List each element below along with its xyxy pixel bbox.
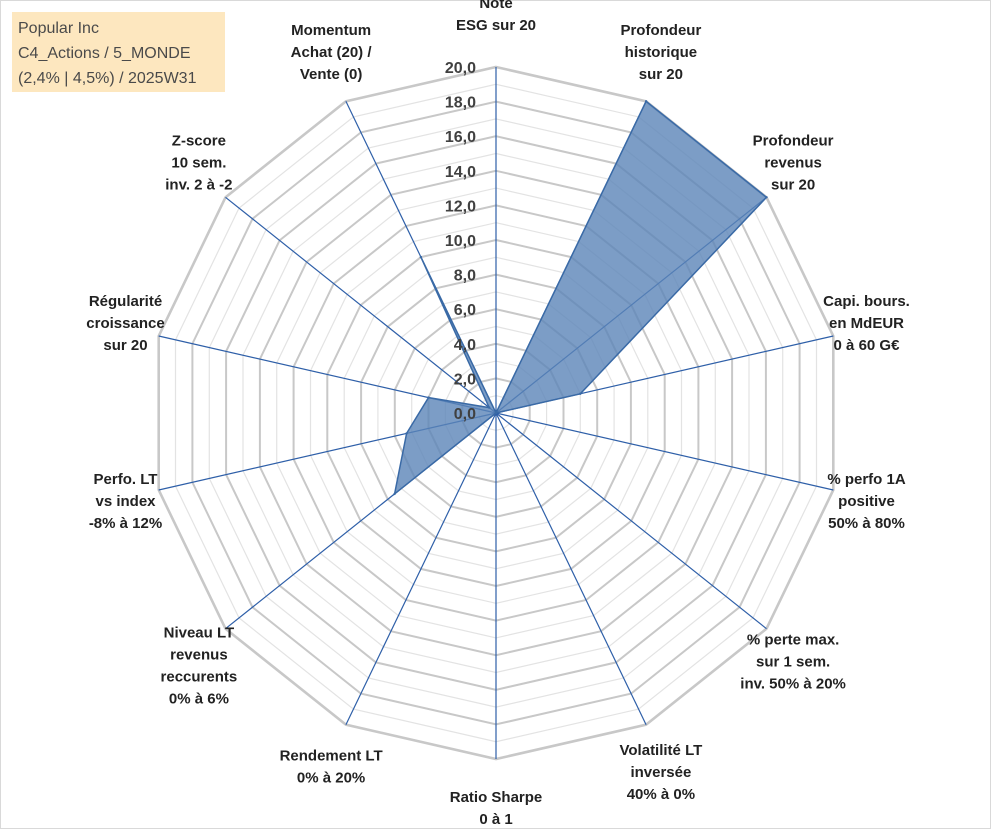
axis-label-line: Volatilité LT [620, 742, 703, 759]
axis-label: Niveau LT revenus reccurents 0% à 6% [161, 624, 238, 707]
axis-label-line: % perfo 1A [827, 471, 906, 488]
tick-label: 16,0 [445, 129, 476, 146]
axis-label: Volatilité LT inversée 40% à 0% [620, 742, 703, 803]
data-point [427, 396, 430, 399]
axis-label-line: en MdEUR [829, 315, 904, 332]
axis-label-line: inversée [630, 764, 691, 781]
data-point [419, 255, 423, 259]
data-point [405, 432, 408, 435]
axis-label: Ratio Sharpe 0 à 1 [450, 789, 543, 828]
tick-label: 0,0 [454, 406, 476, 423]
axis-label: Momentum Achat (20) / Vente (0) [291, 22, 373, 83]
tick-label: 12,0 [445, 198, 476, 215]
axis-label-line: 0 à 1 [479, 811, 512, 828]
axis-label-line: % perte max. [747, 631, 840, 648]
axis-label: Capi. bours. en MdEUR 0 à 60 G€ [823, 293, 910, 354]
tick-label: 14,0 [445, 164, 476, 181]
radial-tick-labels: 0,0 2,0 4,0 6,0 8,0 10,0 12,0 14,0 16,0 18,0 20,0 [445, 60, 476, 423]
axis-label: Rendement LT 0% à 20% [280, 747, 383, 786]
data-point [579, 392, 582, 395]
data-point [765, 196, 768, 199]
axis-label-line: Vente (0) [300, 66, 363, 83]
axis-label: Régularité croissance sur 20 [86, 293, 164, 354]
axis-label-line: Régularité [89, 293, 162, 310]
chart-title-line-2: C4_Actions / 5_MONDE [18, 45, 191, 62]
axis-label-line: inv. 50% à 20% [740, 675, 846, 692]
axis-label: Note ESG sur 20 [456, 0, 536, 34]
axis-label-line: 40% à 0% [627, 786, 695, 803]
axis-label-line: 0% à 20% [297, 769, 365, 786]
tick-label: 20,0 [445, 60, 476, 77]
axis-label-line: Note [479, 0, 512, 12]
axis-label-line: 0% à 6% [169, 690, 229, 707]
axis-labels: Note ESG sur 20 Profondeur historique sur 20… [86, 0, 910, 828]
axis-label-line: positive [838, 493, 895, 510]
chart-title-line-3: (2,4% | 4,5%) / 2025W31 [18, 70, 197, 87]
axis-label: Profondeur revenus sur 20 [753, 133, 834, 194]
data-point [488, 406, 491, 409]
axis-label-line: sur 1 sem. [756, 653, 830, 670]
axis-label-line: reccurents [161, 668, 238, 685]
axis-label: Perfo. LT vs index -8% à 12% [89, 471, 162, 532]
tick-label: 18,0 [445, 95, 476, 112]
axis-spoke [495, 412, 767, 630]
tick-label: 6,0 [454, 302, 476, 319]
axis-label-line: Achat (20) / [291, 44, 373, 61]
axis-label-line: historique [625, 44, 698, 61]
axis-label: Z-score 10 sem. inv. 2 à -2 [165, 133, 232, 194]
axis-label-line: 10 sem. [171, 155, 226, 172]
data-point [494, 411, 498, 415]
axis-label-line: ESG sur 20 [456, 17, 536, 34]
series-area [393, 100, 768, 496]
axis-label-line: Rendement LT [280, 747, 383, 764]
axis-label-line: croissance [86, 315, 164, 332]
axis-label-line: Niveau LT [164, 624, 235, 641]
axis-label-line: vs index [95, 493, 156, 510]
axis-label-line: sur 20 [103, 337, 147, 354]
axis-label: % perfo 1A positive 50% à 80% [827, 471, 906, 532]
axis-label-line: Perfo. LT [94, 471, 158, 488]
axis-label-line: inv. 2 à -2 [165, 177, 232, 194]
axis-label-line: Momentum [291, 22, 371, 39]
chart-title-box: Popular Inc C4_Actions / 5_MONDE (2,4% |… [12, 12, 225, 92]
axis-spoke [495, 412, 647, 725]
axis-label-line: Capi. bours. [823, 293, 910, 310]
axis-label-line: Z-score [172, 133, 226, 150]
axis-label-line: sur 20 [771, 177, 815, 194]
axis-label-line: 0 à 60 G€ [834, 337, 901, 354]
axis-label-line: Ratio Sharpe [450, 789, 543, 806]
data-series [393, 100, 768, 496]
axis-label-line: sur 20 [639, 66, 683, 83]
chart-title-line-1: Popular Inc [18, 20, 99, 37]
axis-label: Profondeur historique sur 20 [620, 22, 701, 83]
axis-spoke [345, 412, 497, 725]
axis-spoke [495, 412, 834, 491]
axis-label-line: revenus [170, 646, 228, 663]
axis-label: % perte max. sur 1 sem. inv. 50% à 20% [740, 631, 846, 692]
axis-label-line: revenus [764, 155, 822, 172]
axis-label-line: -8% à 12% [89, 515, 162, 532]
axis-label-line: 50% à 80% [828, 515, 905, 532]
axis-label-line: Profondeur [753, 133, 834, 150]
data-point [644, 100, 648, 103]
tick-label: 10,0 [445, 233, 476, 250]
axis-spoke [225, 196, 497, 414]
tick-label: 4,0 [454, 337, 476, 354]
data-point [393, 492, 396, 496]
axis-label-line: Profondeur [620, 22, 701, 39]
tick-label: 8,0 [454, 268, 476, 285]
tick-label: 2,0 [454, 371, 476, 388]
